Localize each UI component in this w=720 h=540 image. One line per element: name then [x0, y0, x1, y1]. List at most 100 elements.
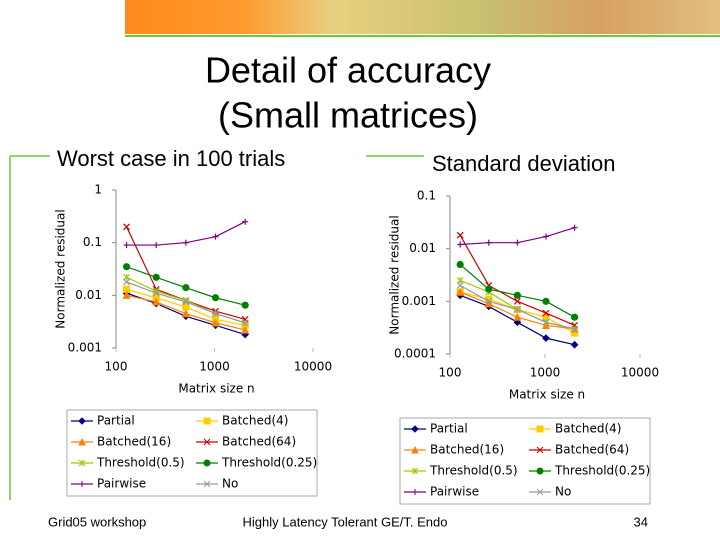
page-number: 34 [634, 514, 648, 529]
data-point [211, 318, 220, 327]
data-point [123, 278, 130, 286]
data-point [241, 325, 250, 334]
legend-marker [203, 480, 211, 488]
x-tick-label: 10000 [621, 366, 659, 380]
y-tick-label: 0.1 [417, 189, 436, 203]
data-point [542, 318, 550, 326]
legend-label: Batched(64) [222, 435, 296, 449]
legend-marker [78, 437, 86, 446]
chart-title: Worst case in 100 trials [57, 146, 285, 171]
data-point [456, 260, 464, 269]
y-axis-label: Normalized residual [54, 209, 68, 328]
legend-box [66, 409, 318, 497]
legend-marker [411, 445, 419, 454]
data-point [513, 306, 521, 313]
data-point [571, 325, 579, 333]
data-point [182, 298, 190, 306]
data-point [513, 291, 521, 299]
data-point [457, 241, 464, 248]
y-tick-label: 0.1 [83, 235, 102, 249]
legend-marker [411, 467, 419, 475]
legend-label: Partial [430, 422, 468, 436]
legend-marker [412, 489, 418, 495]
data-point [182, 284, 190, 292]
legend-box [399, 417, 651, 505]
x-tick-label: 100 [105, 360, 128, 374]
data-point [211, 294, 220, 302]
y-tick-label: 0.01 [409, 241, 436, 255]
data-point [122, 290, 131, 299]
legend-marker [203, 417, 211, 425]
data-point [542, 334, 550, 342]
x-axis-label: Matrix size n [509, 388, 585, 402]
footer-center: Highly Latency Tolerant GE/T. Endo [243, 514, 448, 529]
data-point [513, 318, 522, 327]
data-point [570, 340, 579, 349]
x-tick-label: 100 [439, 366, 462, 380]
data-point [123, 223, 130, 231]
data-point [513, 297, 521, 305]
legend-label: Batched(16) [430, 443, 504, 457]
legend-label: Batched(4) [555, 422, 622, 436]
legend-label: Threshold(0.5) [429, 464, 518, 478]
legend-marker [78, 417, 86, 425]
data-point [456, 276, 464, 284]
legend-label: Batched(16) [97, 435, 171, 449]
data-point [571, 224, 578, 231]
legend-marker [536, 425, 544, 433]
x-tick-label: 10000 [294, 360, 332, 374]
x-axis-label: Matrix size n [178, 382, 254, 396]
legend-label: Batched(4) [222, 414, 289, 428]
data-point [485, 239, 492, 246]
data-point [152, 273, 160, 281]
legend-marker [411, 425, 419, 433]
y-tick-label: 0.01 [75, 288, 102, 302]
data-point [570, 313, 579, 321]
data-point [122, 263, 131, 271]
data-point [485, 297, 493, 305]
data-point [152, 297, 161, 306]
legend-label: Partial [97, 414, 135, 428]
data-point [514, 239, 521, 246]
data-point [153, 242, 160, 249]
legend-marker [79, 481, 85, 487]
data-point [513, 312, 522, 321]
data-point [182, 239, 189, 246]
data-point [181, 309, 190, 318]
legend-marker [203, 438, 211, 446]
legend-label: Threshold(0.25) [221, 456, 317, 470]
legend-label: Pairwise [97, 477, 146, 491]
data-point [456, 282, 464, 289]
legend-marker [536, 446, 544, 454]
legend-marker [536, 467, 544, 475]
footer-left: Grid05 workshop [48, 514, 146, 529]
y-tick-label: 0.001 [68, 341, 102, 355]
data-point [241, 319, 249, 327]
data-point [122, 285, 131, 293]
slide-title: Detail of accuracy [205, 50, 491, 91]
data-point [542, 321, 550, 329]
data-point [484, 299, 493, 308]
legend-label: Pairwise [430, 485, 479, 499]
legend-label: Threshold(0.5) [96, 456, 185, 470]
data-point [241, 301, 249, 309]
data-point [542, 233, 549, 240]
y-tick-label: 0.0001 [394, 347, 436, 361]
header-banner [125, 0, 720, 34]
chart-title: Standard deviation [432, 151, 615, 176]
legend-marker [78, 459, 86, 467]
data-point [542, 309, 550, 317]
legend-marker [536, 488, 544, 496]
y-axis-label: Normalized residual [388, 215, 402, 334]
legend-label: Threshold(0.25) [554, 464, 650, 478]
legend-label: Batched(64) [555, 443, 629, 457]
data-point [456, 231, 464, 239]
data-point [212, 310, 219, 318]
data-point [212, 233, 219, 240]
data-point [542, 297, 550, 305]
slide-title: (Small matrices) [218, 95, 478, 136]
data-point [242, 218, 249, 225]
y-tick-label: 1 [94, 183, 102, 197]
